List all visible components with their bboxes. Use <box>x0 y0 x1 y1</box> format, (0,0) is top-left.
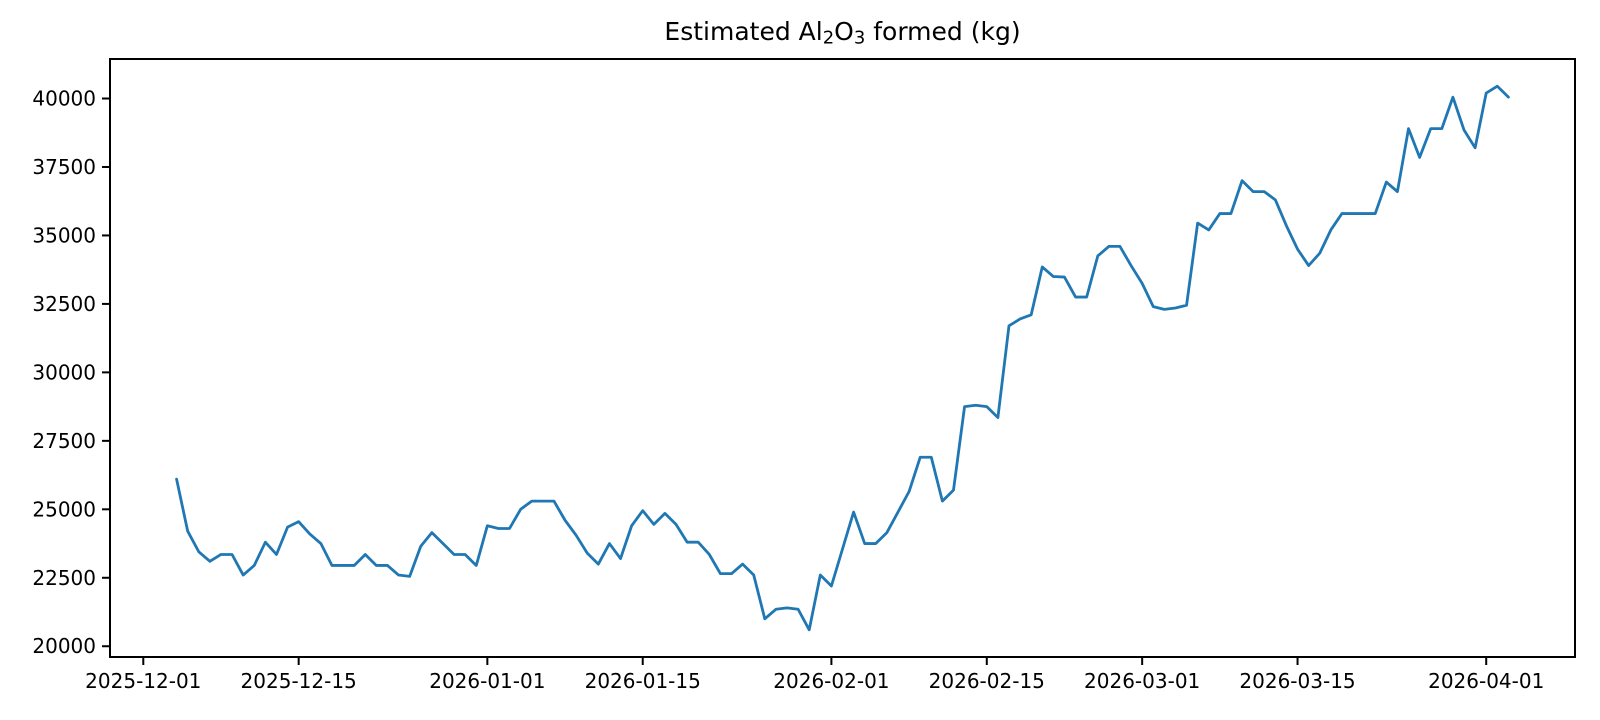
x-tick-label: 2026-02-15 <box>929 669 1045 693</box>
title-text: Estimated Al <box>664 17 823 46</box>
x-tick-label: 2025-12-01 <box>85 669 201 693</box>
y-tick-label: 35000 <box>32 223 96 247</box>
x-tick-label: 2025-12-15 <box>241 669 357 693</box>
y-tick-label: 20000 <box>32 634 96 658</box>
y-tick-label: 22500 <box>32 566 96 590</box>
x-tick-label: 2026-03-01 <box>1084 669 1200 693</box>
x-tick-label: 2026-01-15 <box>585 669 701 693</box>
y-tick-label: 40000 <box>32 87 96 111</box>
x-tick-label: 2026-01-01 <box>429 669 545 693</box>
y-tick-label: 25000 <box>32 497 96 521</box>
y-tick-label: 37500 <box>32 155 96 179</box>
title-text: O <box>834 17 854 46</box>
axes-spines <box>109 58 1576 658</box>
title-subscript-3: 3 <box>853 27 866 49</box>
chart-title: Estimated Al2O3 formed (kg) <box>110 17 1575 49</box>
y-tick-label: 32500 <box>32 292 96 316</box>
y-tick-label: 30000 <box>32 360 96 384</box>
title-text: formed (kg) <box>865 17 1021 46</box>
data-line-series <box>175 84 1510 632</box>
x-tick-label: 2026-03-15 <box>1239 669 1355 693</box>
x-tick-label: 2026-04-01 <box>1428 669 1544 693</box>
y-tick-label: 27500 <box>32 429 96 453</box>
x-tick-label: 2026-02-01 <box>773 669 889 693</box>
title-subscript-2: 2 <box>822 27 835 49</box>
